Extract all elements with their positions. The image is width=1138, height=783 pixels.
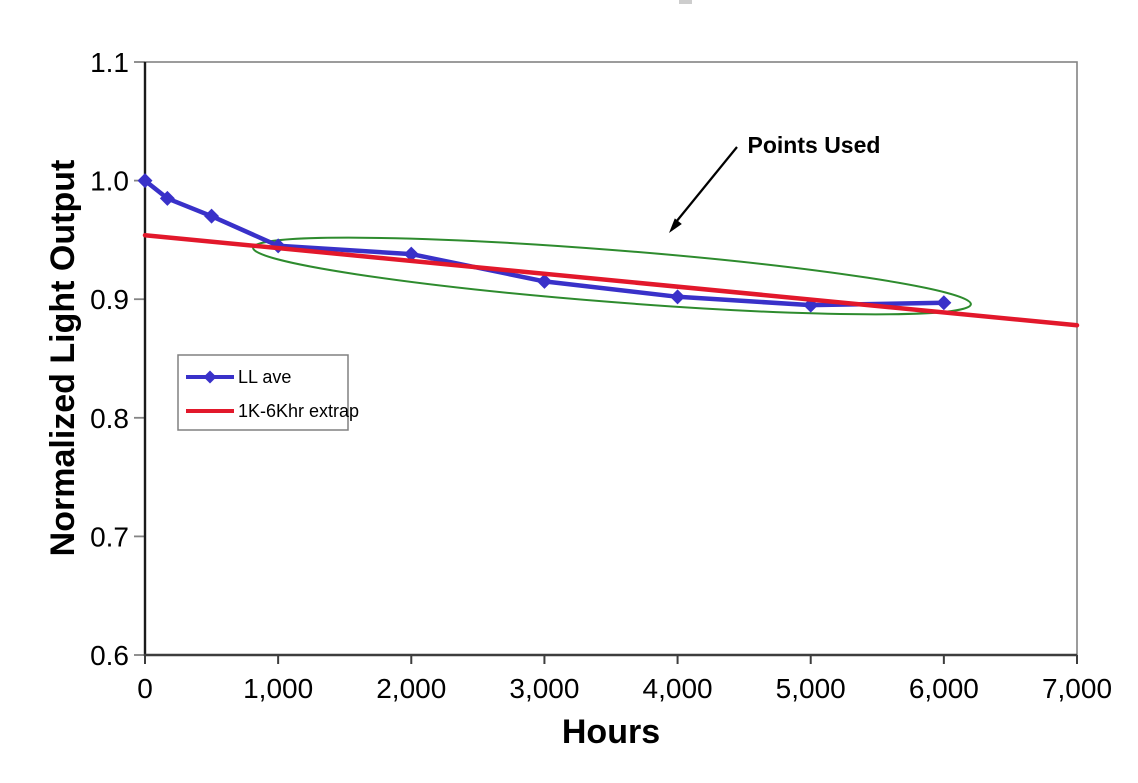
y-tick-label: 0.6 (90, 640, 129, 671)
arrow-head-icon (669, 218, 682, 233)
y-tick-label: 1.1 (90, 47, 129, 78)
x-tick-label: 5,000 (776, 673, 846, 704)
x-tick-label: 0 (137, 673, 153, 704)
series-group (137, 173, 1080, 328)
data-point-marker (936, 295, 952, 311)
y-tick-label: 0.8 (90, 403, 129, 434)
1k-6khr-extrap-line (142, 232, 1080, 328)
legend-label-extrap: 1K-6Khr extrap (238, 401, 359, 421)
y-tick-label: 1.0 (90, 166, 129, 197)
data-point-marker (204, 208, 220, 224)
points-used-ellipse-group (252, 236, 972, 316)
data-point-marker (536, 273, 552, 289)
legend-box (177, 354, 349, 431)
axes: 0.6 0.7 0.8 0.9 1.0 1.1 0 1,000 2,000 3,000 4,000 5… (90, 47, 1112, 704)
arrow-shaft (675, 146, 738, 223)
legend-label-ll-ave: LL ave (238, 367, 291, 387)
cropped-title-remnant (679, 0, 692, 4)
x-tick-label: 1,000 (243, 673, 313, 704)
points-used-arrow (669, 146, 738, 233)
legend: LL ave 1K-6Khr extrap (177, 354, 359, 431)
data-point-marker (670, 289, 686, 305)
x-axis-title: Hours (562, 713, 660, 751)
data-point-marker (159, 190, 175, 206)
x-tick-label: 2,000 (376, 673, 446, 704)
x-tick-label: 7,000 (1042, 673, 1112, 704)
points-used-label: Points Used (748, 132, 881, 158)
data-point-marker (403, 246, 419, 262)
data-point-marker (137, 173, 153, 189)
y-tick-label: 0.7 (90, 521, 129, 552)
points-used-ellipse (252, 236, 972, 316)
y-tick-label: 0.9 (90, 284, 129, 315)
legend-diamond-marker-icon (203, 370, 217, 384)
x-tick-label: 3,000 (509, 673, 579, 704)
y-axis-title: Normalized Light Output (44, 160, 82, 557)
x-tick-label: 6,000 (909, 673, 979, 704)
x-tick-label: 4,000 (643, 673, 713, 704)
